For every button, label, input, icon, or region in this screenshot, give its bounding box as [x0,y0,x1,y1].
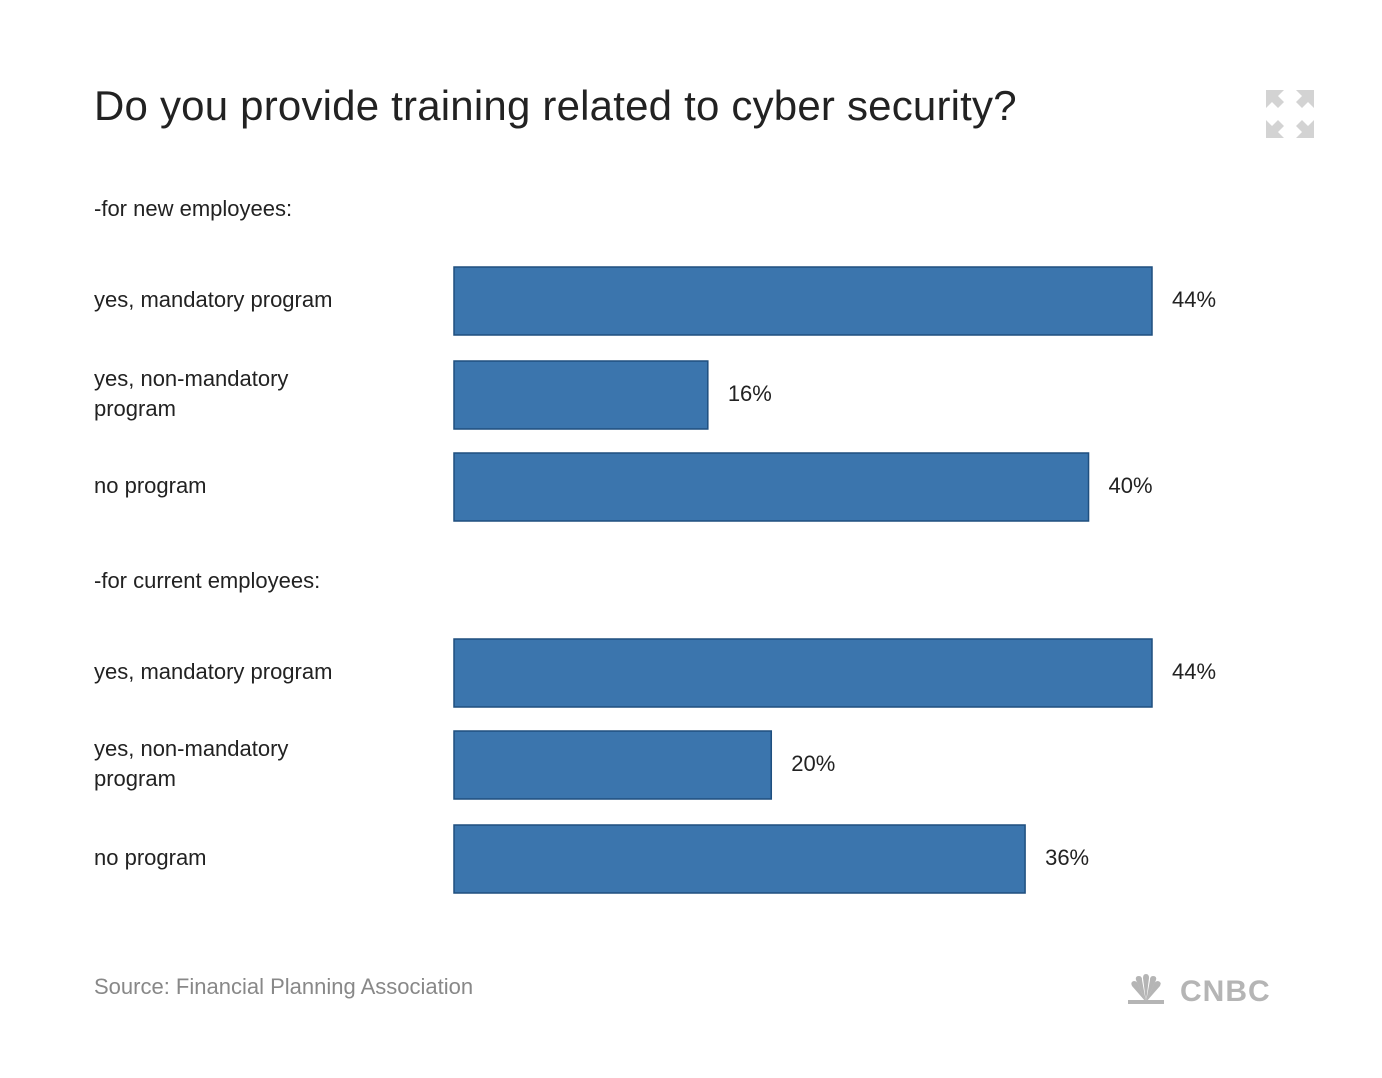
category-label: yes, mandatory program [94,287,332,312]
logo-wordmark: CNBC [1180,975,1271,1008]
category-label: no program [94,845,207,870]
bar [453,824,1026,894]
value-label: 20% [791,751,835,776]
value-label: 40% [1109,473,1153,498]
bar [453,730,773,800]
category-label: yes, non-mandatory program [94,736,288,791]
value-label: 44% [1172,659,1216,684]
value-label: 16% [728,381,772,406]
bar [453,452,1090,522]
bar [453,638,1153,708]
value-label: 44% [1172,287,1216,312]
source-note: Source: Financial Planning Association [94,974,474,999]
category-label: yes, mandatory program [94,659,332,684]
group-label: -for new employees: [94,196,292,221]
group-label: -for current employees: [94,568,320,593]
expand-button[interactable] [1264,88,1316,140]
category-label: no program [94,473,207,498]
bar [453,266,1153,336]
cnbc-peacock-logo: CNBC [1128,974,1271,1008]
expand-icon [1266,90,1314,138]
cnbc-logo: CNBC [1124,970,1324,1010]
bar [453,360,709,430]
category-label: yes, non-mandatory program [94,366,288,421]
value-label: 36% [1045,845,1089,870]
chart-title: Do you provide training related to cyber… [94,82,1017,129]
